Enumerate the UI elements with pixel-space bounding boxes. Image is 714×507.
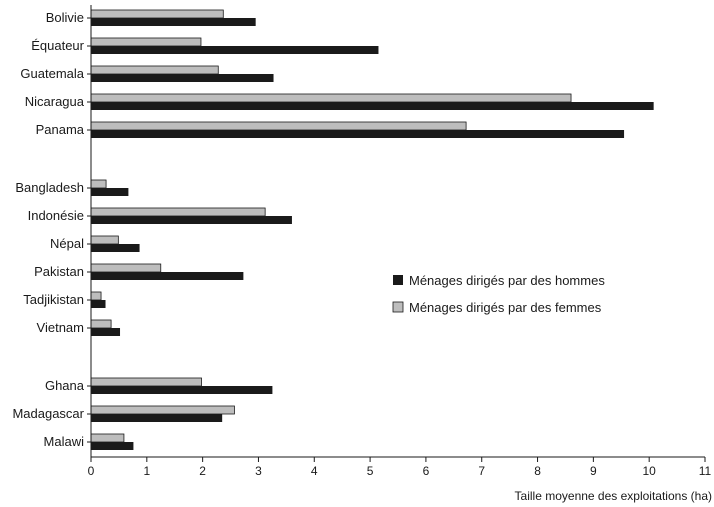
bar-women-nicaragua: [90, 93, 572, 103]
bar-women-tadjikistan: [90, 291, 102, 301]
bar-men-panama: [91, 130, 625, 138]
bar-women-vietnam: [90, 319, 112, 329]
x-tick-label: 1: [143, 464, 150, 478]
x-tick-label: 9: [590, 464, 597, 478]
category-label-indonesie: Indonésie: [28, 208, 84, 223]
category-label-madagascar: Madagascar: [12, 406, 84, 421]
category-label-panama: Panama: [36, 122, 85, 137]
category-label-malawi: Malawi: [44, 434, 85, 449]
bar-women-equateur: [90, 37, 202, 47]
bar-men-guatemala: [91, 74, 274, 82]
category-label-vietnam: Vietnam: [37, 320, 84, 335]
bar-men-madagascar: [91, 414, 223, 422]
legend: Ménages dirigés par des hommes Ménages d…: [392, 273, 605, 315]
category-label-bolivie: Bolivie: [46, 10, 84, 25]
category-labels: Bolivie Équateur Guatemala Nicaragua Panama B…: [12, 10, 84, 449]
x-tick-label: 6: [423, 464, 430, 478]
x-tick-label: 7: [478, 464, 485, 478]
category-label-tadjikistan: Tadjikistan: [23, 292, 84, 307]
bar-women-malawi: [90, 433, 125, 443]
category-label-ghana: Ghana: [45, 378, 85, 393]
x-tick-label: 8: [534, 464, 541, 478]
x-tick-label: 10: [643, 464, 657, 478]
x-tick-label: 0: [88, 464, 95, 478]
bar-women-ghana: [90, 377, 202, 387]
bar-men-pakistan: [91, 272, 244, 280]
legend-label-men: Ménages dirigés par des hommes: [409, 273, 605, 288]
bar-men-tadjikistan: [91, 300, 106, 308]
category-label-guatemala: Guatemala: [20, 66, 84, 81]
x-tick-label: 11: [699, 464, 712, 478]
bar-men-ghana: [91, 386, 273, 394]
category-label-equateur: Équateur: [31, 38, 84, 53]
bars-layer: [90, 9, 654, 450]
x-ticks: 0 1 2 3 4 5 6 7 8 9 10 11: [88, 457, 712, 478]
bar-men-indonesie: [91, 216, 292, 224]
bar-women-bolivie: [90, 9, 224, 19]
x-tick-label: 4: [311, 464, 318, 478]
bar-men-nepal: [91, 244, 140, 252]
bar-men-equateur: [91, 46, 379, 54]
bar-women-nepal: [90, 235, 119, 245]
bar-women-bangladesh: [90, 179, 107, 189]
legend-label-women: Ménages dirigés par des femmes: [409, 300, 602, 315]
bar-women-panama: [90, 121, 467, 131]
category-label-nepal: Népal: [50, 236, 84, 251]
bar-men-nicaragua: [91, 102, 654, 110]
bar-women-madagascar: [90, 405, 235, 415]
legend-swatch-women: [392, 301, 404, 313]
legend-swatch-men: [393, 275, 403, 285]
bar-men-vietnam: [91, 328, 121, 336]
axes: [87, 5, 705, 458]
category-label-bangladesh: Bangladesh: [15, 180, 84, 195]
bar-men-malawi: [91, 442, 134, 450]
bar-men-bangladesh: [91, 188, 129, 196]
category-label-pakistan: Pakistan: [34, 264, 84, 279]
category-label-nicaragua: Nicaragua: [25, 94, 85, 109]
bar-women-guatemala: [90, 65, 219, 75]
bar-women-pakistan: [90, 263, 162, 273]
x-tick-label: 3: [255, 464, 262, 478]
bar-men-bolivie: [91, 18, 256, 26]
x-tick-label: 2: [199, 464, 206, 478]
bar-women-indonesie: [90, 207, 266, 217]
x-axis-title: Taille moyenne des exploitations (ha): [515, 489, 712, 503]
x-tick-label: 5: [367, 464, 374, 478]
